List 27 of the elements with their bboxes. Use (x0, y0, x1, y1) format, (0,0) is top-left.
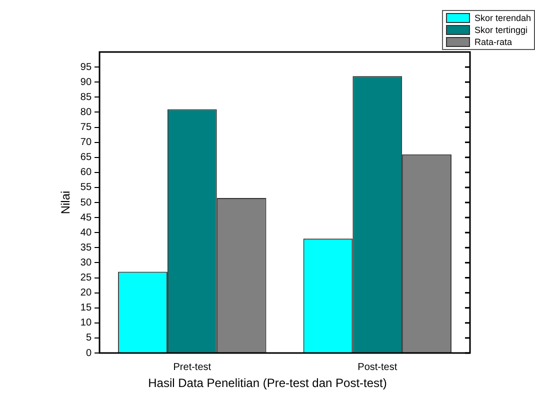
y-tick-label: 5 (86, 332, 92, 344)
y-tick-label: 65 (80, 152, 92, 164)
legend-label: Skor tertinggi (473, 24, 528, 36)
x-tick-label: Post-test (358, 362, 398, 373)
y-tick-label: 85 (80, 92, 92, 103)
y-tick-label: 45 (80, 212, 92, 224)
legend-label: Skor terendah (473, 12, 531, 24)
y-tick-label: 90 (80, 76, 92, 88)
y-tick-label: 0 (86, 348, 92, 359)
y-tick-label: 10 (80, 318, 92, 329)
x-tick-label: Pret-test (173, 362, 212, 373)
y-tick-label: 95 (80, 62, 92, 73)
y-tick-label: 25 (80, 272, 92, 284)
y-tick-label: 50 (80, 197, 92, 208)
y-tick-label: 60 (80, 167, 92, 178)
y-tick-label: 40 (80, 227, 92, 238)
legend-label: Rata-rata (473, 36, 513, 48)
y-tick-label: 30 (80, 257, 92, 268)
y-tick-label: 70 (80, 137, 92, 148)
y-tick-label: 35 (80, 242, 92, 254)
x-axis-title: Hasil Data Penelitian (Pre-test dan Post-test) (147, 376, 388, 390)
y-tick-label: 75 (80, 122, 92, 133)
y-tick-label: 55 (80, 182, 92, 194)
y-tick-label: 80 (80, 106, 92, 118)
y-tick-label: 20 (80, 288, 92, 299)
y-tick-label: 15 (80, 302, 92, 314)
y-axis-title: Nilai (58, 190, 73, 214)
